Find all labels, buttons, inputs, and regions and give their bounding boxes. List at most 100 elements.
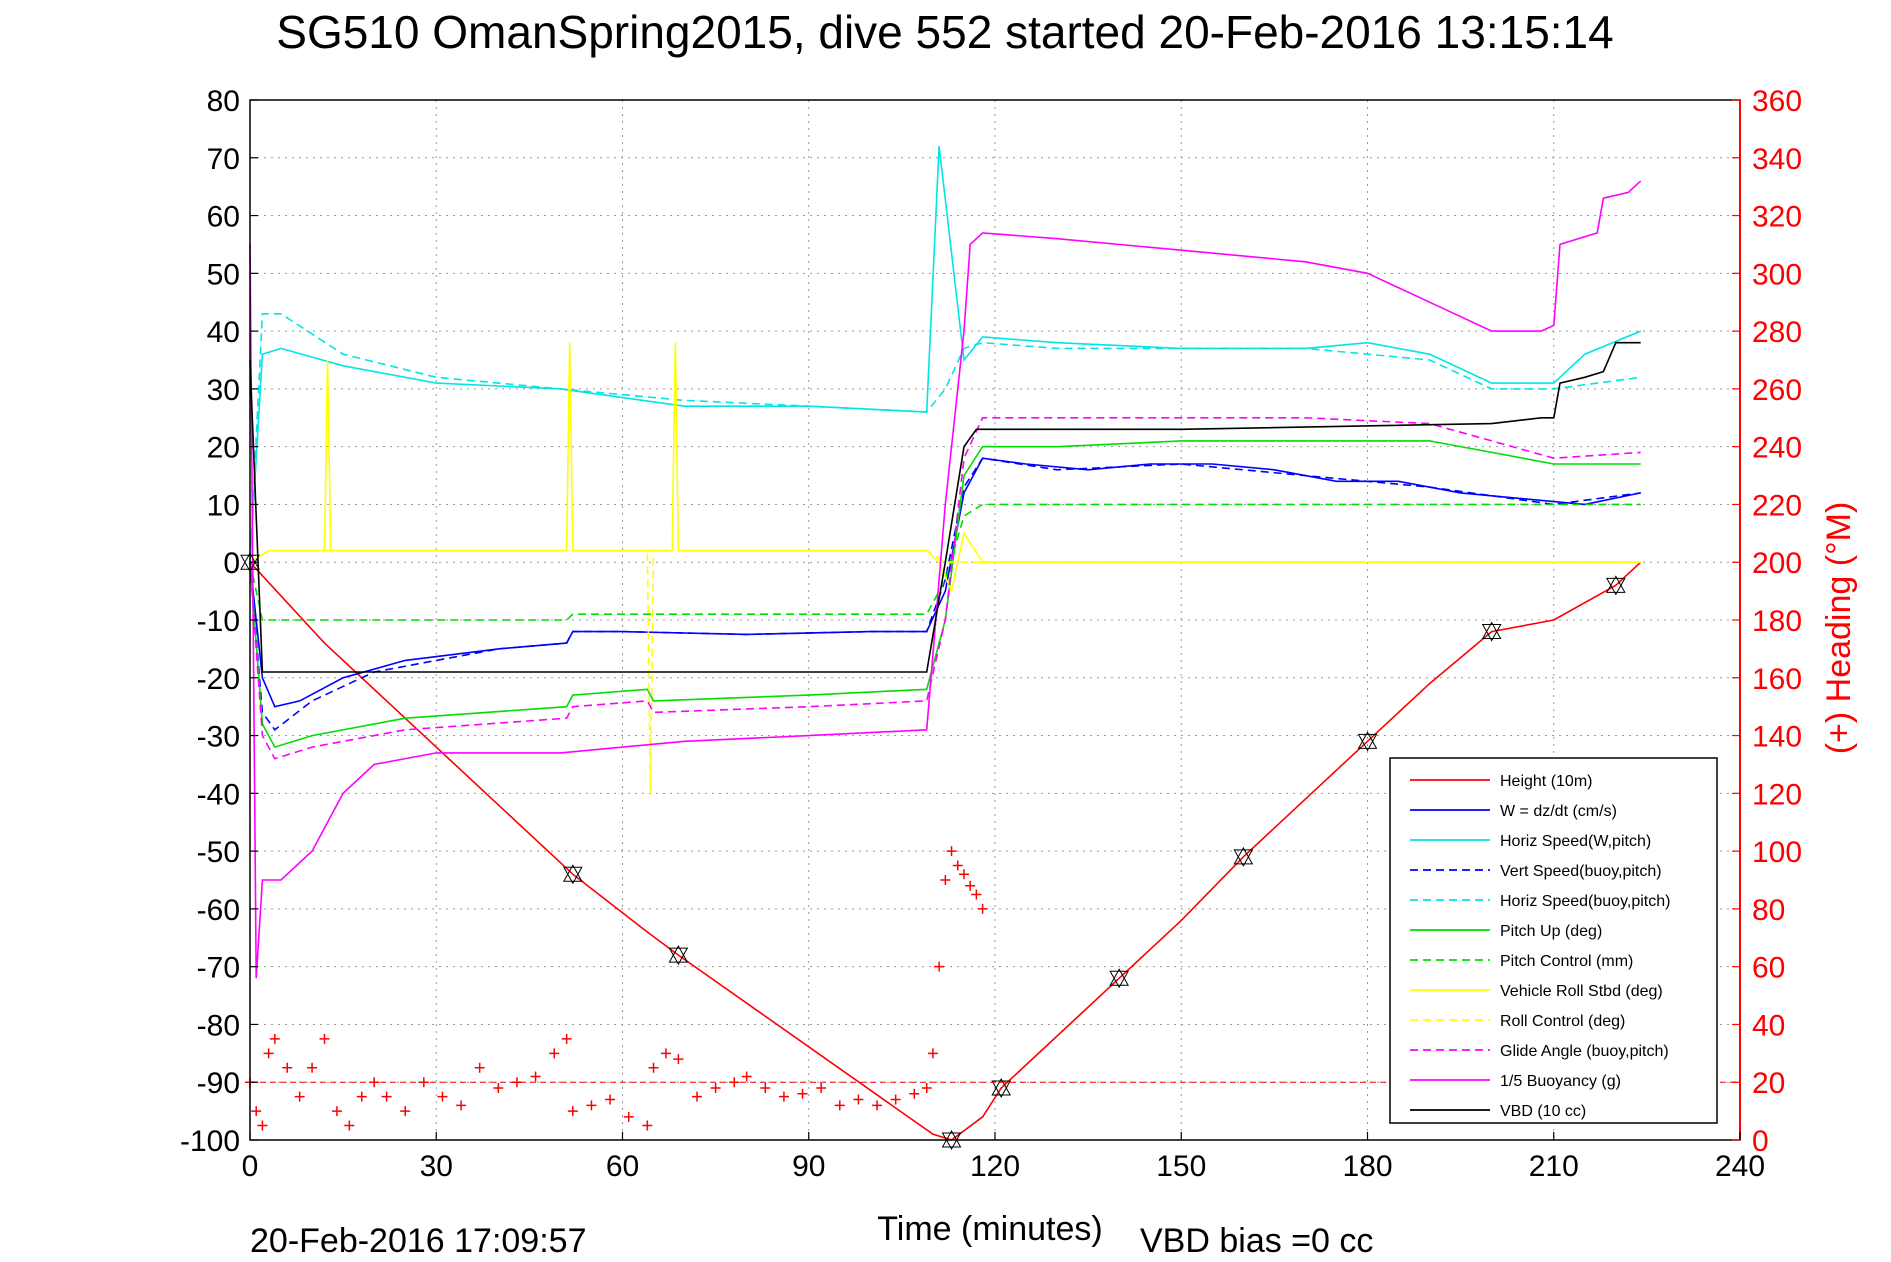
heading-point [586, 1100, 597, 1111]
heading-point [965, 880, 976, 891]
series-line-3 [249, 146, 1642, 563]
x-tick-label: 240 [1715, 1150, 1765, 1183]
heading-point [710, 1083, 721, 1093]
height-marker [941, 1129, 962, 1151]
y-right-tick-label: 120 [1752, 778, 1802, 811]
tick-labels: 0 30 60 90 120 150 180 210 24080706050403020100-… [180, 85, 1802, 1183]
y-right-tick-label: 340 [1752, 143, 1802, 176]
y-left-tick-label: 40 [207, 316, 240, 349]
series-line-4 [249, 457, 1641, 731]
legend-entry: Height (10m) [1500, 773, 1592, 790]
y-right-tick-label: 40 [1752, 1009, 1785, 1042]
y-left-tick-label: -50 [197, 836, 240, 869]
heading-point [921, 1083, 932, 1093]
footer-timestamp: 20-Feb-2016 17:09:57 [250, 1222, 586, 1260]
x-tick-label: 60 [606, 1150, 639, 1183]
legend-entry: Glide Angle (buoy,pitch) [1500, 1043, 1669, 1060]
heading-point [307, 1062, 318, 1073]
series-line-1 [249, 561, 1642, 1141]
series-line-6 [249, 440, 1641, 749]
heading-point [648, 1062, 659, 1073]
heading-point [549, 1048, 560, 1059]
height-marker [1357, 731, 1378, 752]
heading-point [971, 889, 982, 900]
series-layer [240, 146, 1642, 1151]
legend-entry: Roll Control (deg) [1500, 1013, 1625, 1030]
x-axis-label: Time (minutes) [877, 1210, 1102, 1248]
heading-point [692, 1091, 702, 1102]
y-left-tick-label: -60 [197, 894, 240, 927]
x-tick-label: 120 [970, 1150, 1020, 1183]
heading-point [263, 1048, 274, 1059]
y-left-tick-label: 50 [207, 258, 240, 291]
series-line-5 [249, 312, 1641, 563]
y-left-tick-label: -100 [180, 1125, 240, 1158]
legend: Height (10m) W = dz/dt (cm/s) Horiz Speed(… [1389, 757, 1718, 1124]
x-tick-label: 210 [1529, 1150, 1579, 1183]
height-marker [1233, 846, 1254, 867]
heading-point [853, 1094, 864, 1105]
heading-point [257, 1120, 268, 1131]
height-marker [991, 1077, 1012, 1099]
legend-entry: Vert Speed(buoy,pitch) [1500, 863, 1662, 880]
y-left-tick-label: 80 [207, 85, 240, 118]
heading-point [381, 1091, 392, 1102]
heading-point [673, 1054, 684, 1065]
y-left-tick-label: -30 [197, 721, 240, 754]
y-right-tick-label: 260 [1752, 374, 1802, 407]
x-tick-label: 30 [420, 1150, 453, 1183]
heading-point [567, 1106, 578, 1117]
heading-point [778, 1091, 789, 1102]
series-line-2 [249, 457, 1641, 708]
y-left-tick-label: -90 [197, 1067, 240, 1100]
y-left-tick-label: 0 [223, 547, 240, 580]
legend-entry: Pitch Up (deg) [1500, 923, 1602, 940]
heading-point [890, 1094, 901, 1105]
y-left-tick-label: -70 [197, 952, 240, 985]
x-tick-label: 180 [1342, 1150, 1392, 1183]
y-axis-right-label: (+) Heading (°M) [1820, 502, 1858, 755]
height-marker [1605, 575, 1626, 596]
heading-point [958, 869, 969, 880]
y-right-tick-label: 100 [1752, 836, 1802, 869]
y-right-tick-label: 320 [1752, 201, 1802, 234]
heading-point [331, 1106, 342, 1117]
y-right-tick-label: 280 [1752, 316, 1802, 349]
heading-point [493, 1083, 504, 1093]
legend-entry: Pitch Control (mm) [1500, 953, 1633, 970]
heading-point [797, 1088, 808, 1099]
heading-point [319, 1033, 330, 1044]
x-tick-label: 90 [792, 1150, 825, 1183]
heading-point [282, 1062, 293, 1073]
y-left-tick-label: 30 [207, 374, 240, 407]
y-right-tick-label: 360 [1752, 85, 1802, 118]
y-right-tick-label: 240 [1752, 432, 1802, 465]
heading-point [977, 903, 988, 914]
heading-point [356, 1091, 367, 1102]
x-tick-label: 0 [242, 1150, 259, 1183]
y-left-tick-label: 10 [207, 489, 240, 522]
y-left-tick-label: -40 [197, 778, 240, 811]
y-left-tick-label: -10 [197, 605, 240, 638]
heading-point [251, 1106, 262, 1117]
height-marker [562, 864, 583, 885]
legend-box [1389, 757, 1718, 1124]
y-left-tick-label: 20 [207, 432, 240, 465]
heading-point [927, 1048, 938, 1059]
heading-point [605, 1094, 616, 1105]
heading-point [344, 1120, 355, 1131]
legend-entry: VBD (10 cc) [1500, 1103, 1586, 1120]
heading-point [946, 846, 957, 857]
y-left-tick-label: -80 [197, 1009, 240, 1042]
heading-point [760, 1083, 771, 1093]
height-marker [1481, 621, 1502, 642]
legend-entry: W = dz/dt (cm/s) [1500, 803, 1617, 820]
heading-point [294, 1091, 305, 1102]
heading-point [530, 1071, 541, 1082]
height-marker [1109, 968, 1130, 989]
height-marker [668, 945, 689, 966]
heading-point [623, 1111, 634, 1122]
y-right-tick-label: 80 [1752, 894, 1785, 927]
y-right-tick-label: 300 [1752, 258, 1802, 291]
